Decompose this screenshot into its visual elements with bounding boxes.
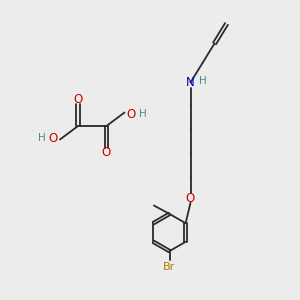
Text: Br: Br xyxy=(164,262,175,272)
Text: H: H xyxy=(38,133,46,143)
Text: N: N xyxy=(186,76,195,89)
Text: O: O xyxy=(186,191,195,205)
Text: O: O xyxy=(49,131,58,145)
Text: O: O xyxy=(74,93,82,106)
Text: H: H xyxy=(199,76,207,86)
Text: O: O xyxy=(102,146,111,159)
Text: O: O xyxy=(127,107,136,121)
Text: H: H xyxy=(139,109,146,119)
